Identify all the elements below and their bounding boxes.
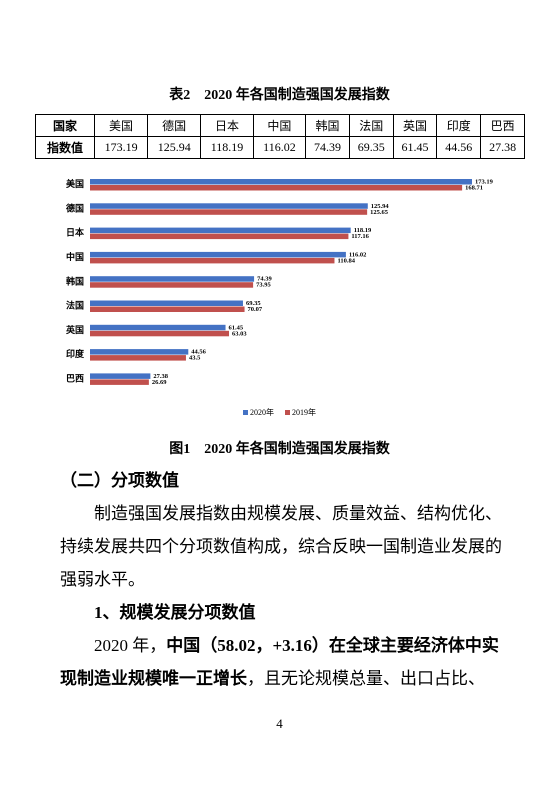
category-label: 英国	[65, 324, 84, 335]
data-label: 74.39	[257, 276, 272, 283]
category-label: 印度	[66, 348, 85, 359]
category-label: 美国	[66, 178, 84, 189]
table-cell: 指数值	[35, 136, 95, 159]
category-label: 法国	[66, 300, 84, 311]
bar	[90, 185, 463, 191]
bar	[90, 233, 349, 240]
data-label: 63.03	[232, 330, 247, 337]
data-label: 44.56	[191, 349, 206, 356]
bold-text: 中国（58.02，+3.16）在全球主要经济体中实现制造业规模唯一正增长	[60, 636, 499, 688]
table-cell: 国家	[35, 114, 95, 137]
bar	[90, 276, 255, 282]
data-label: 27.38	[153, 373, 168, 380]
table-cell: 74.39	[305, 136, 350, 159]
bar	[90, 209, 368, 215]
category-label: 德国	[66, 202, 84, 213]
table-cell: 116.02	[252, 136, 307, 159]
paragraph: 制造强国发展指数由规模发展、质量效益、结构优化、持续发展共四个分项数值构成，综合…	[60, 504, 502, 589]
category-label: 巴西	[66, 373, 84, 383]
bar	[90, 251, 346, 258]
data-label: 168.71	[465, 184, 483, 191]
bar	[90, 300, 243, 306]
bar	[90, 324, 226, 331]
page-number: 4	[276, 716, 283, 731]
data-label: 116.02	[349, 251, 367, 258]
bar	[90, 379, 149, 385]
data-label: 43.5	[189, 355, 201, 362]
category-label: 日本	[66, 227, 85, 238]
text: ，且无论规模总量、出口占比、	[247, 669, 485, 688]
table-cell: 125.94	[147, 136, 202, 159]
table-cell: 日本	[200, 114, 254, 137]
table-cell: 118.19	[200, 136, 254, 159]
bar	[90, 179, 472, 185]
bar	[90, 203, 368, 209]
category-label: 韩国	[66, 275, 84, 286]
table-cell: 61.45	[392, 136, 438, 159]
table-cell: 美国	[93, 114, 149, 137]
subheading: 1、规模发展分项数值	[94, 603, 256, 622]
table-caption: 表2 2020 年各国制造强国发展指数	[169, 88, 390, 103]
data-label: 173.19	[475, 178, 494, 185]
table: 国家 美国 德国 日本 中国 韩国 法国 英国 印度 巴西 指数值 173.19 125.94 118.…	[35, 114, 525, 159]
bar	[90, 257, 335, 264]
data-label: 61.45	[229, 324, 244, 331]
bar	[90, 227, 351, 234]
data-label: 125.94	[371, 203, 390, 210]
table-cell: 27.38	[480, 136, 525, 159]
paragraph: 2020 年，中国（58.02，+3.16）在全球主要经济体中实现制造业规模唯一…	[60, 629, 502, 695]
data-label: 125.65	[370, 209, 389, 216]
data-label: 118.19	[354, 227, 372, 234]
table-cell: 德国	[147, 114, 202, 137]
bar	[90, 330, 230, 337]
text: 2020 年，	[94, 636, 167, 655]
data-label: 110.84	[337, 257, 355, 264]
table-cell: 69.35	[348, 136, 394, 159]
header-row: 国家 美国 德国 日本 中国 韩国 法国 英国 印度 巴西	[35, 114, 525, 137]
legend-swatch	[285, 410, 290, 415]
bar	[90, 355, 186, 361]
section-heading: （二）分项数值	[60, 471, 179, 490]
data-label: 73.95	[256, 282, 271, 289]
bar	[90, 306, 245, 312]
value-row: 指数值 173.19 125.94 118.19 116.02 74.39 69.35 61.…	[35, 136, 525, 159]
data-label: 26.69	[152, 379, 167, 386]
bar	[90, 349, 189, 355]
data-label: 70.07	[248, 306, 263, 313]
figure-caption: 图1 2020 年各国制造强国发展指数	[169, 442, 390, 457]
legend-swatch	[243, 410, 248, 415]
table-cell: 印度	[436, 114, 482, 137]
table-cell: 中国	[252, 114, 307, 137]
legend-label: 2019年	[292, 407, 316, 417]
table-cell: 44.56	[436, 136, 482, 159]
category-label: 中国	[66, 251, 84, 262]
table-cell: 英国	[392, 114, 438, 137]
table-cell: 韩国	[305, 114, 350, 137]
table-cell: 巴西	[480, 114, 525, 137]
bar	[90, 282, 254, 288]
data-label: 117.16	[351, 233, 369, 240]
table-cell: 法国	[348, 114, 394, 137]
bar	[90, 373, 151, 379]
legend-label: 2020年	[250, 407, 274, 417]
data-label: 69.35	[246, 300, 261, 307]
table-cell: 173.19	[93, 136, 149, 159]
